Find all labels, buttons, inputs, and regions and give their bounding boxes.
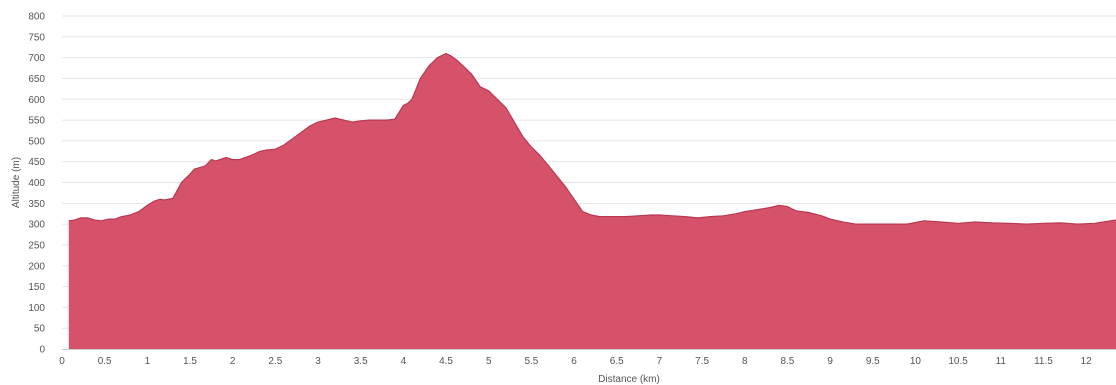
x-tick-label: 4	[401, 356, 407, 367]
y-tick-label: 350	[28, 199, 45, 210]
y-tick-label: 250	[28, 240, 45, 251]
x-tick-label: 10	[910, 356, 922, 367]
y-tick-label: 650	[28, 74, 45, 85]
y-tick-label: 100	[28, 303, 45, 314]
y-tick-label: 200	[28, 261, 45, 272]
y-axis-tick-labels: 0 50 100 150 200 250 300 350 400 450 500 550 600 650 7…	[28, 12, 45, 356]
y-tick-label: 300	[28, 220, 45, 231]
x-tick-label: 4.5	[439, 356, 453, 367]
y-tick-label: 50	[34, 324, 46, 335]
y-tick-label: 150	[28, 282, 45, 293]
x-tick-label: 3.5	[354, 356, 368, 367]
x-tick-label: 3	[315, 356, 321, 367]
x-tick-label: 8.5	[780, 356, 794, 367]
y-tick-label: 450	[28, 157, 45, 168]
x-tick-label: 7	[657, 356, 663, 367]
y-tick-label: 800	[28, 12, 45, 23]
x-axis-title: Distance (km)	[598, 374, 660, 385]
x-tick-label: 6.5	[610, 356, 624, 367]
x-tick-label: 1	[145, 356, 151, 367]
y-tick-label: 400	[28, 178, 45, 189]
x-tick-label: 1.5	[183, 356, 197, 367]
x-tick-label: 0.5	[98, 356, 112, 367]
y-tick-label: 0	[39, 345, 45, 356]
y-axis-title: Altitude (m)	[11, 157, 22, 208]
x-tick-label: 2	[230, 356, 236, 367]
x-tick-label: 5.5	[524, 356, 538, 367]
altitude-line	[68, 52, 1116, 225]
y-tick-label: 600	[28, 95, 45, 106]
x-tick-label: 8	[742, 356, 748, 367]
x-tick-label: 12	[1081, 356, 1093, 367]
x-tick-label: 7.5	[695, 356, 709, 367]
x-tick-label: 11	[996, 356, 1007, 367]
y-tick-label: 750	[28, 32, 45, 43]
x-tick-label: 0	[59, 356, 65, 367]
x-tick-label: 10.5	[948, 356, 968, 367]
x-tick-label: 5	[486, 356, 492, 367]
x-tick-label: 6	[571, 356, 577, 367]
x-axis-tick-labels: 0 0.5 1 1.5 2 2.5 3 3.5 4 4.5 5 5.5 6 6.5 7 7.5 8 8.5 9 9.5…	[59, 356, 1092, 367]
x-tick-label: 11.5	[1034, 356, 1053, 367]
x-tick-label: 9	[827, 356, 833, 367]
altitude-area	[68, 53, 1116, 349]
x-tick-label: 9.5	[866, 356, 880, 367]
y-tick-label: 700	[28, 53, 45, 64]
y-tick-label: 550	[28, 116, 45, 127]
x-tick-label: 2.5	[268, 356, 282, 367]
y-tick-label: 500	[28, 136, 45, 147]
